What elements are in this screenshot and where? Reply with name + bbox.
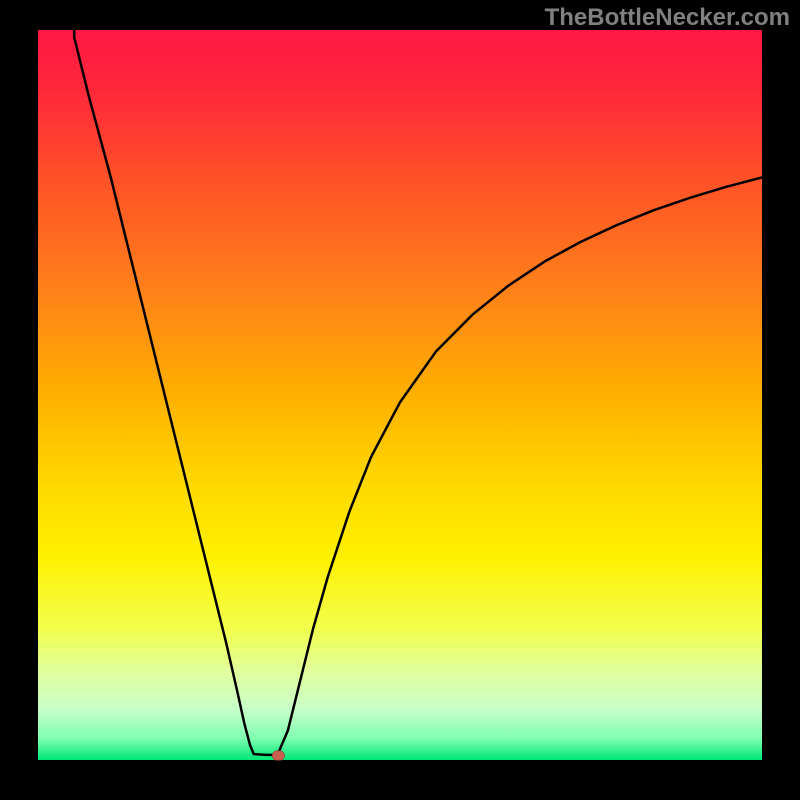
chart-svg: [0, 0, 800, 800]
chart-container: TheBottleNecker.com: [0, 0, 800, 800]
watermark-text: TheBottleNecker.com: [545, 4, 790, 32]
optimal-point-marker: [272, 751, 284, 760]
plot-background: [38, 30, 762, 760]
